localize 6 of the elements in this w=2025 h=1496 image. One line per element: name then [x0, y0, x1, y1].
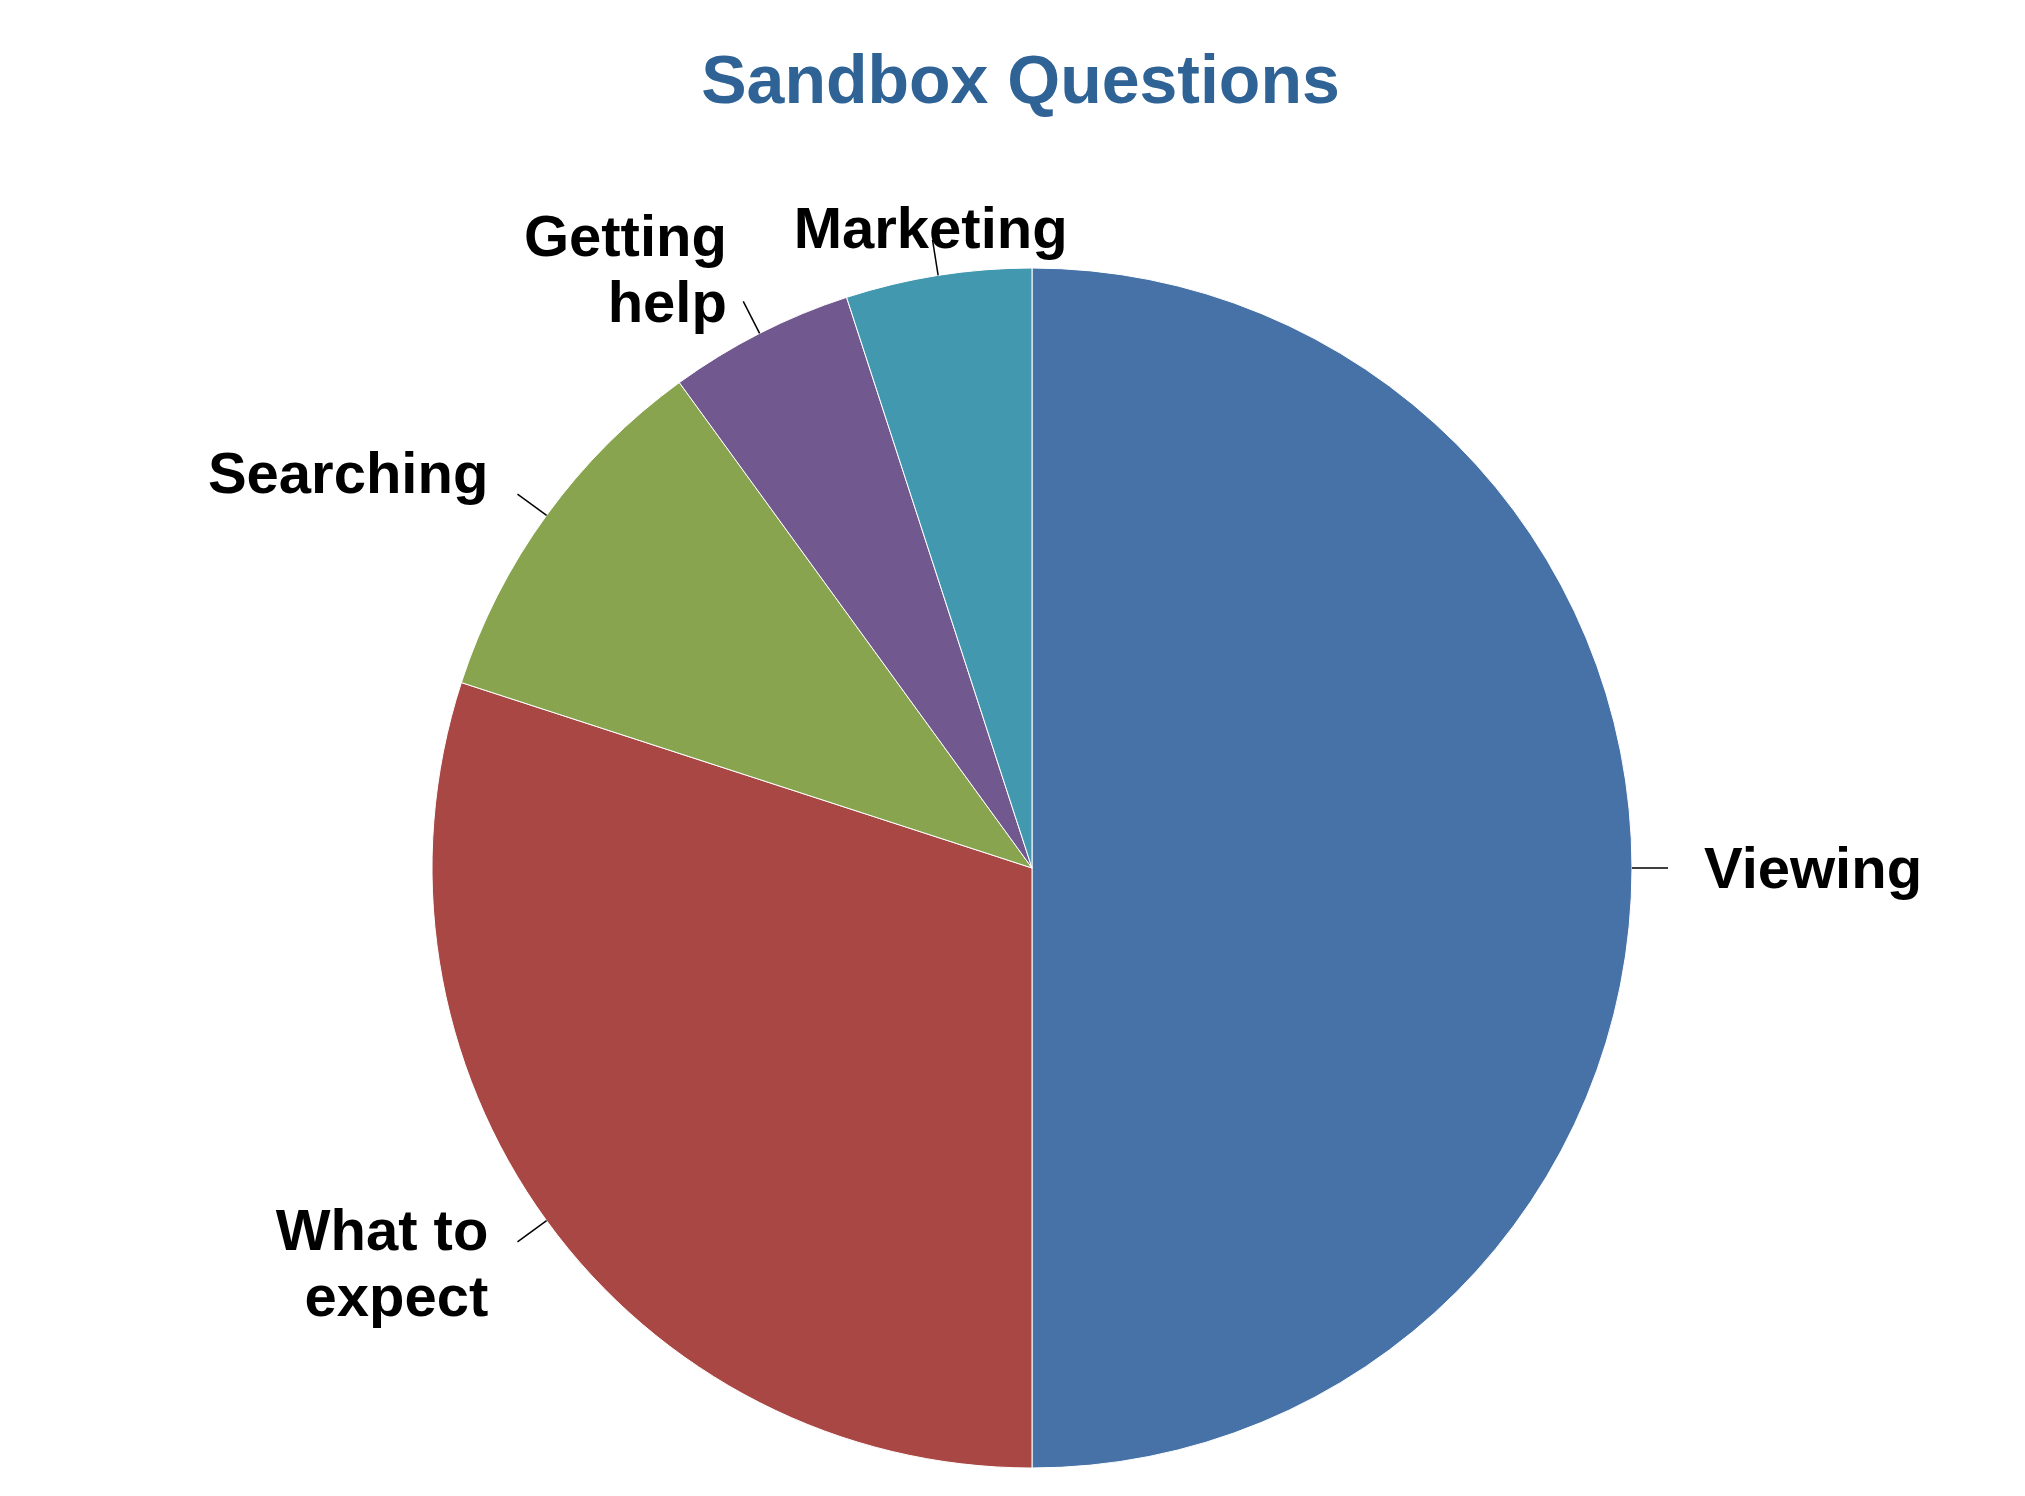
slice-label: Getting help	[523, 203, 727, 335]
slice-label: Marketing	[793, 194, 1068, 260]
slice-label: What to expect	[275, 1196, 489, 1328]
slice-label: Viewing	[1704, 835, 1923, 900]
slice-label: Searching	[207, 440, 489, 506]
chart-title: Sandbox Questions	[701, 41, 1340, 117]
